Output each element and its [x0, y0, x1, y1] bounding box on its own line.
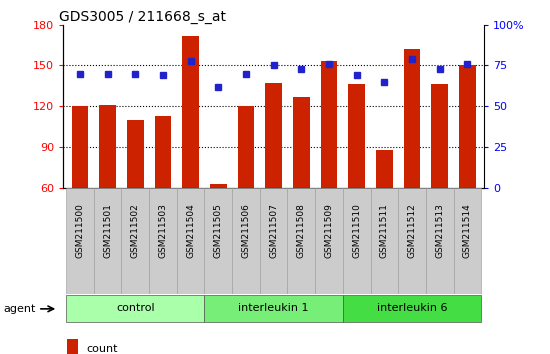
Bar	[376, 150, 393, 188]
Text: GSM211506: GSM211506	[241, 204, 250, 258]
Bar	[343, 188, 371, 294]
Bar	[68, 339, 78, 354]
Text: interleukin 6: interleukin 6	[377, 303, 447, 313]
Text: GSM211501: GSM211501	[103, 204, 112, 258]
Text: agent: agent	[3, 304, 36, 314]
Bar	[232, 188, 260, 294]
Bar	[177, 188, 205, 294]
Bar	[431, 85, 448, 188]
Bar	[454, 188, 481, 294]
Text: GSM211504: GSM211504	[186, 204, 195, 258]
Bar	[66, 295, 205, 322]
Bar	[155, 116, 171, 188]
Bar	[182, 36, 199, 188]
Text: GDS3005 / 211668_s_at: GDS3005 / 211668_s_at	[59, 10, 226, 24]
Text: GSM211512: GSM211512	[408, 204, 416, 258]
Text: GSM211511: GSM211511	[380, 204, 389, 258]
Bar	[398, 188, 426, 294]
Bar	[404, 49, 420, 188]
Bar	[238, 106, 254, 188]
Text: GSM211508: GSM211508	[297, 204, 306, 258]
Bar	[99, 105, 116, 188]
Bar	[66, 188, 94, 294]
Bar	[293, 97, 310, 188]
Bar	[288, 188, 315, 294]
Text: interleukin 1: interleukin 1	[238, 303, 309, 313]
Text: GSM211514: GSM211514	[463, 204, 472, 258]
Bar	[94, 188, 122, 294]
Text: GSM211505: GSM211505	[214, 204, 223, 258]
Bar	[315, 188, 343, 294]
Bar	[260, 188, 288, 294]
Bar	[348, 85, 365, 188]
Text: GSM211500: GSM211500	[75, 204, 84, 258]
Bar	[149, 188, 177, 294]
Bar	[265, 83, 282, 188]
Bar	[371, 188, 398, 294]
Text: GSM211509: GSM211509	[324, 204, 333, 258]
Bar	[127, 120, 144, 188]
Text: GSM211507: GSM211507	[269, 204, 278, 258]
Text: GSM211502: GSM211502	[131, 204, 140, 258]
Bar	[205, 295, 343, 322]
Text: GSM211503: GSM211503	[158, 204, 167, 258]
Bar	[459, 65, 476, 188]
Bar	[426, 188, 454, 294]
Text: GSM211510: GSM211510	[352, 204, 361, 258]
Bar	[343, 295, 481, 322]
Text: control: control	[116, 303, 155, 313]
Bar	[210, 183, 227, 188]
Bar	[205, 188, 232, 294]
Text: GSM211513: GSM211513	[435, 204, 444, 258]
Bar	[122, 188, 149, 294]
Bar	[72, 106, 88, 188]
Text: count: count	[86, 344, 118, 354]
Bar	[321, 62, 337, 188]
